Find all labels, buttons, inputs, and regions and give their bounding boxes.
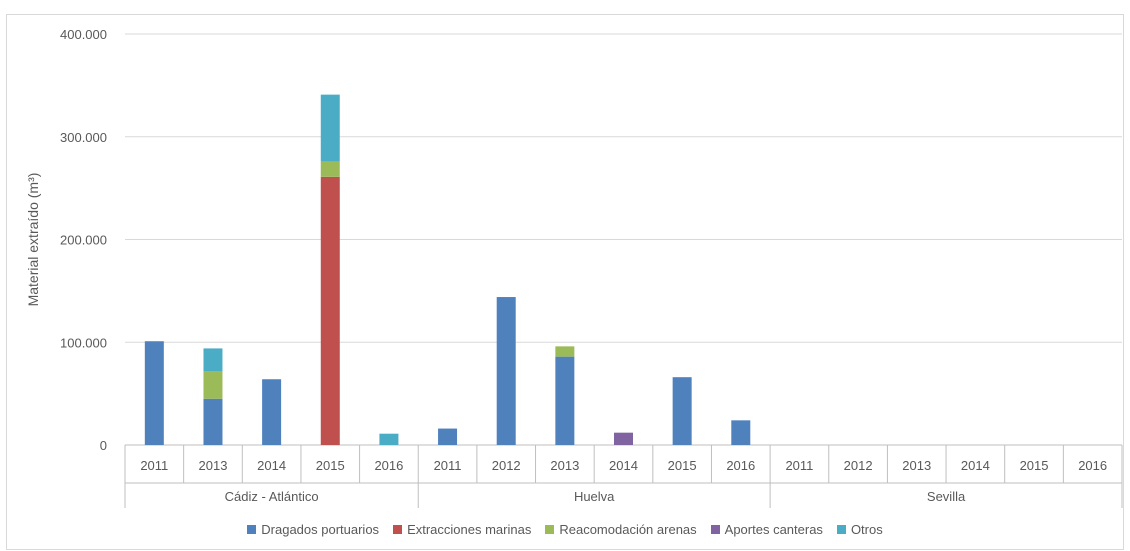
bar-segment xyxy=(320,176,340,445)
bar-segment xyxy=(496,297,516,445)
x-tick-label: 2015 xyxy=(668,458,697,473)
y-tick-label: 0 xyxy=(100,438,107,453)
x-tick-label: 2014 xyxy=(609,458,638,473)
legend-label: Otros xyxy=(850,522,883,537)
x-tick-label: 2012 xyxy=(844,458,873,473)
x-tick-label: 2011 xyxy=(140,458,168,473)
legend-swatch xyxy=(710,525,720,534)
x-tick-label: 2014 xyxy=(257,458,286,473)
legend-swatch xyxy=(393,525,403,534)
group-label: Huelva xyxy=(574,489,615,504)
bar-segment xyxy=(614,432,633,445)
bar-segment xyxy=(555,356,575,445)
bar-segment xyxy=(262,379,282,445)
x-tick-label: 2013 xyxy=(199,458,228,473)
x-tick-label: 2013 xyxy=(550,458,579,473)
x-tick-label: 2015 xyxy=(1020,458,1049,473)
legend-swatch xyxy=(247,525,257,534)
x-tick-label: 2013 xyxy=(902,458,931,473)
legend-item: Dragados portuarios xyxy=(247,522,379,537)
legend-swatch xyxy=(545,525,555,534)
bar-segment xyxy=(203,348,223,372)
bar-segment xyxy=(379,433,399,445)
legend-label: Reacomodación arenas xyxy=(559,522,697,537)
y-tick-label: 300.000 xyxy=(60,130,107,145)
x-tick-label: 2016 xyxy=(1078,458,1107,473)
y-axis-title: Material extraído (m³) xyxy=(25,173,41,307)
legend-swatch xyxy=(836,525,846,534)
legend-item: Otros xyxy=(836,522,883,537)
y-tick-label: 100.000 xyxy=(60,335,107,350)
legend: Dragados portuarios Extracciones marinas R… xyxy=(0,522,1130,537)
legend-label: Aportes canteras xyxy=(724,522,823,537)
bar-segment xyxy=(555,346,575,357)
x-tick-label: 2016 xyxy=(726,458,755,473)
bar-segment xyxy=(320,161,340,177)
x-tick-label: 2012 xyxy=(492,458,521,473)
bar-segment xyxy=(203,371,223,399)
bar-segment xyxy=(320,94,340,162)
x-tick-label: 2015 xyxy=(316,458,345,473)
group-label: Cádiz - Atlántico xyxy=(225,489,319,504)
bar-segment xyxy=(438,428,458,445)
chart-frame xyxy=(6,14,1124,550)
bar-segment xyxy=(672,377,692,445)
bar-segment xyxy=(144,341,164,445)
bar-segment xyxy=(203,398,223,445)
x-tick-label: 2016 xyxy=(374,458,403,473)
legend-item: Aportes canteras xyxy=(710,522,823,537)
y-tick-label: 400.000 xyxy=(60,27,107,42)
y-tick-label: 200.000 xyxy=(60,233,107,248)
legend-item: Reacomodación arenas xyxy=(545,522,697,537)
x-tick-label: 2011 xyxy=(434,458,462,473)
legend-label: Dragados portuarios xyxy=(261,522,380,537)
bar-segment xyxy=(731,420,751,445)
group-label: Sevilla xyxy=(927,489,966,504)
x-tick-label: 2011 xyxy=(785,458,813,473)
legend-label: Extracciones marinas xyxy=(407,522,532,537)
legend-item: Extracciones marinas xyxy=(393,522,531,537)
x-tick-label: 2014 xyxy=(961,458,990,473)
